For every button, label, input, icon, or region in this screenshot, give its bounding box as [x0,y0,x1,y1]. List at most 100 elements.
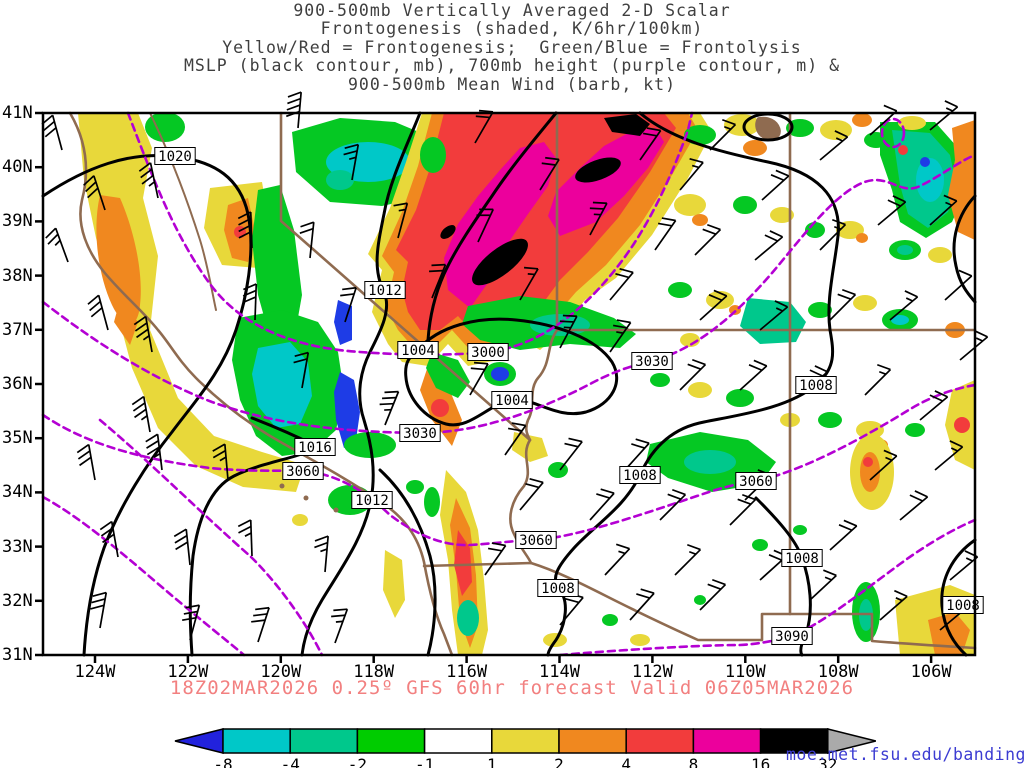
barb-half-tick [824,576,832,581]
credit-link[interactable]: moe.met.fsu.edu/banding [786,745,1024,764]
barb-tick [631,443,645,449]
barb-tick [487,547,503,552]
barb-tick [687,543,701,551]
wind-barb [889,290,919,321]
barb-tick [661,217,676,222]
wind-barb [639,127,662,161]
barb-tick [132,402,146,412]
path-shape [948,120,975,240]
wind-barb [251,606,270,643]
ellipse-shape [688,382,712,398]
wind-barb [145,433,163,471]
island-dot [303,495,309,501]
contour-label-box [399,424,441,442]
colorbar-value: 32 [818,755,837,768]
path-shape [41,383,977,547]
ellipse-shape [853,295,877,311]
barb-tick [769,230,783,238]
barb-tick [238,230,252,239]
barb-tick [592,201,607,205]
barb-staff [93,175,106,211]
lon-label-122W: 122W [167,662,209,682]
ellipse-shape [491,367,509,381]
path-shape [754,496,812,657]
path-shape [252,342,312,428]
path-shape [426,352,470,398]
path-shape [114,300,138,345]
barb-staff [254,283,258,321]
barb-staff [761,175,790,201]
wind-barb [759,300,789,331]
barb-tick [134,322,148,332]
ellipse-shape [726,389,754,407]
barb-tick [83,175,95,186]
barb-tick [707,583,722,590]
lat-label-33N: 33N [2,536,33,557]
colorbar-segment [423,728,493,754]
barb-staff [869,110,898,136]
contour-label-text: 1008 [799,378,833,394]
path-shape [952,194,977,304]
barb-tick [300,221,315,228]
mslp-contour-label: 1008 [781,549,823,567]
barb-tick [175,541,189,551]
barb-tick [429,269,444,273]
ellipse-shape [457,600,479,636]
wind-barb [729,493,757,526]
barb-tick [145,433,159,443]
colorbar-segment [558,728,627,754]
barb-tick [238,217,252,226]
barb-tick [185,604,200,609]
lat-label-41N: 41N [2,103,33,123]
barb-tick [47,233,59,245]
barb-tick [753,359,768,367]
ellipse-shape [630,634,650,646]
circle-shape [863,457,873,467]
barb-tick [87,187,99,199]
barb-tick [894,589,908,598]
barb-tick [640,588,655,595]
lon-label-108W: 108W [817,662,859,682]
wind-barb [469,361,489,396]
mslp-contour-label: 1008 [795,376,837,394]
barb-half-tick [349,156,357,160]
barb-staff [474,111,494,144]
barb-staff [679,161,704,191]
wind-barb [929,194,958,226]
wind-barb [340,286,357,323]
wind-barb [654,217,677,251]
wind-barb [694,223,722,256]
barb-staff [609,271,634,301]
wind-barb [699,289,728,321]
barb-tick [814,365,828,373]
barb-tick [764,234,778,242]
barb-tick [809,369,823,377]
barb-tick [657,222,673,227]
barb-tick [90,307,103,318]
wind-barb [182,604,201,641]
wind-barb [343,143,360,181]
lat-label-40N: 40N [2,157,33,178]
barb-tick [615,543,630,550]
barb-tick [475,115,490,119]
barb-tick [237,211,252,220]
barb-tick [212,443,226,452]
wind-barb [829,288,857,321]
barb-staff [809,574,837,601]
contour-label-box [397,341,439,359]
barb-tick [511,422,526,427]
path-shape [41,495,246,657]
barb-half-tick [153,452,161,459]
ellipse-shape [575,157,621,183]
contour-label-text: 1008 [946,598,980,614]
wind-barb [899,490,929,521]
path-shape [378,468,437,657]
wind-barb [539,156,560,191]
barb-staff [889,296,919,321]
ellipse-shape [668,282,692,298]
mexico-border [422,561,977,650]
barb-tick [379,402,394,406]
barb-tick [713,289,728,297]
path-shape [740,298,806,344]
